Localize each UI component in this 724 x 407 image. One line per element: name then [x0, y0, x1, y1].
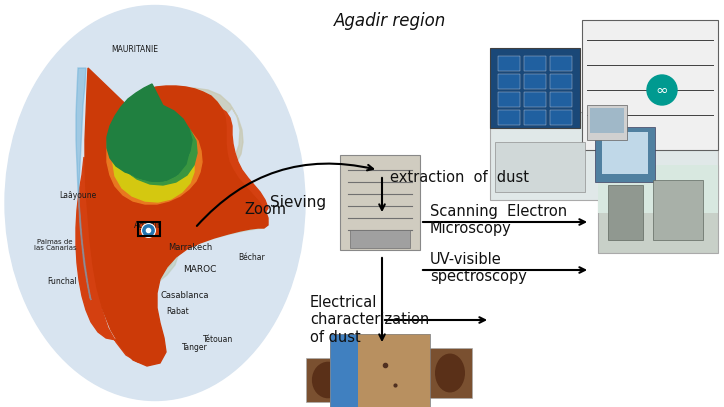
- Bar: [582, 20, 718, 150]
- Bar: [524, 92, 546, 107]
- Bar: [498, 56, 520, 71]
- Bar: [608, 185, 643, 240]
- Polygon shape: [85, 68, 268, 366]
- Bar: [330, 334, 430, 407]
- Bar: [524, 74, 546, 89]
- Bar: [330, 334, 358, 407]
- Text: Laâyoune: Laâyoune: [59, 190, 96, 199]
- Text: ∞: ∞: [656, 83, 668, 98]
- Bar: [350, 230, 410, 248]
- Bar: [490, 48, 580, 128]
- Bar: [428, 348, 472, 398]
- Text: Marrakech: Marrakech: [168, 243, 212, 252]
- Bar: [550, 74, 572, 89]
- Bar: [602, 132, 648, 174]
- Bar: [653, 180, 703, 240]
- Bar: [498, 110, 520, 125]
- Polygon shape: [113, 131, 194, 202]
- Ellipse shape: [5, 6, 305, 400]
- Polygon shape: [100, 88, 243, 200]
- Bar: [495, 142, 585, 192]
- Polygon shape: [113, 107, 197, 185]
- Bar: [598, 165, 718, 253]
- Ellipse shape: [313, 362, 343, 398]
- Text: Zoom: Zoom: [244, 203, 286, 217]
- Text: MAROC: MAROC: [183, 265, 216, 274]
- Text: UV-visible
spectroscopy: UV-visible spectroscopy: [430, 252, 527, 284]
- Text: Agadir region: Agadir region: [334, 12, 446, 30]
- Text: Palmas de
las Canarias: Palmas de las Canarias: [34, 239, 76, 252]
- Bar: [595, 127, 655, 182]
- Bar: [587, 105, 627, 140]
- Bar: [524, 110, 546, 125]
- Text: Electrical
characterization
of dust: Electrical characterization of dust: [310, 295, 429, 345]
- Bar: [550, 110, 572, 125]
- Bar: [330, 334, 430, 407]
- Text: Tanger: Tanger: [182, 344, 208, 352]
- Bar: [590, 108, 624, 133]
- Text: Tétouan: Tétouan: [203, 335, 233, 344]
- Text: Rabat: Rabat: [167, 308, 190, 317]
- Ellipse shape: [436, 354, 464, 392]
- Bar: [524, 56, 546, 71]
- Bar: [598, 165, 718, 213]
- Text: Funchal: Funchal: [47, 278, 77, 287]
- Polygon shape: [107, 84, 192, 181]
- Polygon shape: [107, 119, 202, 204]
- Polygon shape: [76, 68, 91, 300]
- Text: extraction  of  dust: extraction of dust: [390, 171, 529, 186]
- Polygon shape: [76, 106, 268, 362]
- Bar: [306, 358, 350, 402]
- Bar: [550, 92, 572, 107]
- Text: Casablanca: Casablanca: [161, 291, 209, 300]
- Text: MAURITANIE: MAURITANIE: [111, 46, 159, 55]
- Polygon shape: [90, 197, 268, 364]
- Text: Agadir: Agadir: [134, 221, 161, 230]
- Text: Scanning  Electron
Microscopy: Scanning Electron Microscopy: [430, 204, 567, 236]
- Text: Sieving: Sieving: [270, 195, 326, 210]
- Bar: [358, 334, 430, 407]
- Bar: [138, 222, 160, 236]
- Ellipse shape: [647, 75, 677, 105]
- Bar: [550, 56, 572, 71]
- Bar: [498, 92, 520, 107]
- Bar: [340, 155, 420, 250]
- Bar: [490, 112, 718, 200]
- Bar: [498, 74, 520, 89]
- Text: Béchar: Béchar: [239, 254, 266, 263]
